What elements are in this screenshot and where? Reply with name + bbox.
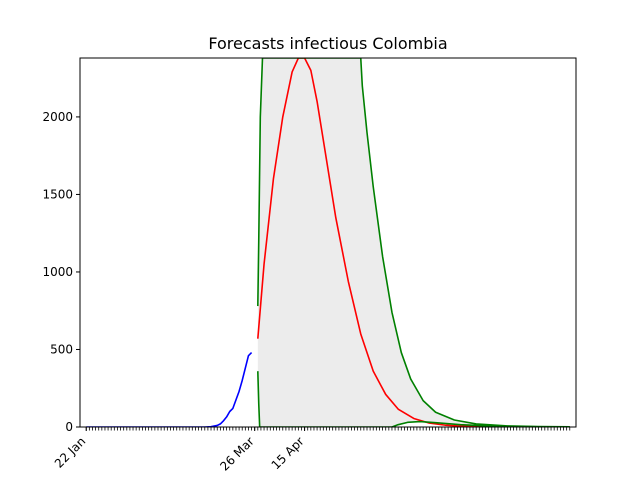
y-tick-label: 0 xyxy=(65,420,73,434)
y-axis: 0 500 1000 1500 2000 xyxy=(42,110,80,434)
x-tick-label: 15 Apr xyxy=(269,434,307,472)
series-line-upper-bound xyxy=(257,58,570,427)
x-axis: 22 Jan 26 Mar 15 Apr xyxy=(52,427,571,474)
y-tick-label: 2000 xyxy=(42,110,73,124)
y-tick-label: 1500 xyxy=(42,187,73,201)
series-line-forecast xyxy=(257,58,570,427)
series-line-observed xyxy=(86,352,253,427)
y-tick-label: 1000 xyxy=(42,265,73,279)
x-tick-label: 26 Mar xyxy=(217,434,256,473)
chart-title: Forecasts infectious Colombia xyxy=(208,34,447,53)
plot-frame xyxy=(79,57,577,428)
series-line-lower-bound xyxy=(257,371,570,427)
x-tick-label: 22 Jan xyxy=(52,434,88,470)
plot-area xyxy=(86,58,570,427)
y-tick-label: 500 xyxy=(50,342,73,356)
confidence-band xyxy=(257,58,570,427)
